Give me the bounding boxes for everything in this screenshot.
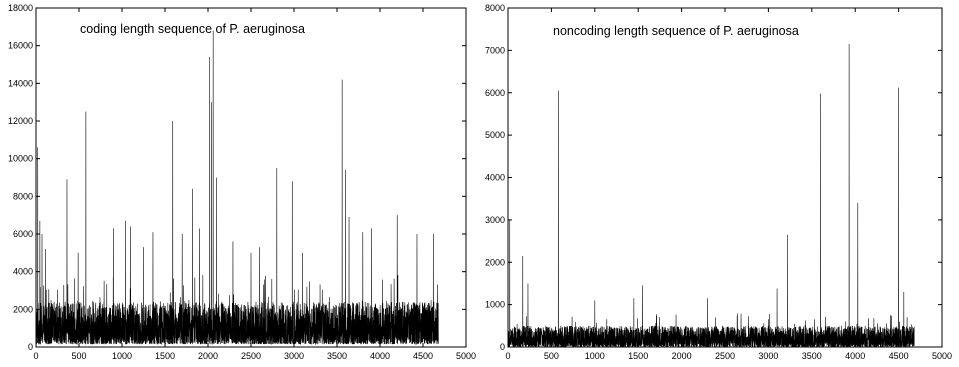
x-tick-label: 4000 <box>845 351 865 361</box>
x-tick-label: 2000 <box>672 351 692 361</box>
axes-box <box>507 7 943 348</box>
x-tick-label: 1000 <box>112 351 132 361</box>
y-tick-label: 1000 <box>485 300 505 310</box>
y-tick-label: 18000 <box>8 3 33 13</box>
y-tick-label: 8000 <box>13 191 33 201</box>
x-tick-label: 4500 <box>889 351 909 361</box>
x-tick-label: 2000 <box>198 351 218 361</box>
y-tick-label: 6000 <box>13 229 33 239</box>
x-tick-label: 4500 <box>413 351 433 361</box>
y-tick-label: 0 <box>28 342 33 352</box>
x-tick-label: 5000 <box>456 351 476 361</box>
x-tick-label: 2500 <box>715 351 735 361</box>
y-tick-label: 8000 <box>485 3 505 13</box>
chart-title: coding length sequence of P. aeruginosa <box>80 22 305 36</box>
x-tick-label: 500 <box>71 351 86 361</box>
x-tick-label: 4000 <box>370 351 390 361</box>
y-tick-label: 10000 <box>8 154 33 164</box>
y-tick-label: 2000 <box>485 257 505 267</box>
series-line <box>507 44 915 349</box>
y-tick-label: 16000 <box>8 41 33 51</box>
x-tick-label: 3000 <box>758 351 778 361</box>
y-tick-label: 7000 <box>485 45 505 55</box>
x-tick-label: 3500 <box>802 351 822 361</box>
x-tick-label: 2500 <box>241 351 261 361</box>
chart-panel-2: 0 500 1000 1500 2000 2500 3000 3500 4000 4500 5000… <box>485 3 952 361</box>
x-tick-label: 1000 <box>585 351 605 361</box>
y-tick-label: 12000 <box>8 116 33 126</box>
y-tick-label: 6000 <box>485 88 505 98</box>
y-tick-label: 2000 <box>13 304 33 314</box>
x-tick-label: 5000 <box>932 351 952 361</box>
x-tick-label: 1500 <box>628 351 648 361</box>
y-tick-label: 3000 <box>485 215 505 225</box>
chart-title: noncoding length sequence of P. aerugino… <box>553 24 799 38</box>
y-tick-label: 5000 <box>485 130 505 140</box>
y-tick-label: 4000 <box>13 267 33 277</box>
x-tick-label: 3000 <box>284 351 304 361</box>
x-tick-label: 3500 <box>327 351 347 361</box>
chart-panel-1: 0 500 1000 1500 2000 2500 3000 3500 4000 4500 5000… <box>8 3 476 361</box>
y-tick-label: 4000 <box>485 173 505 183</box>
series-line <box>35 30 439 346</box>
x-tick-label: 0 <box>33 351 38 361</box>
y-tick-label: 0 <box>500 342 505 352</box>
x-tick-label: 0 <box>505 351 510 361</box>
x-tick-label: 1500 <box>155 351 175 361</box>
y-tick-label: 14000 <box>8 78 33 88</box>
x-tick-label: 500 <box>544 351 559 361</box>
